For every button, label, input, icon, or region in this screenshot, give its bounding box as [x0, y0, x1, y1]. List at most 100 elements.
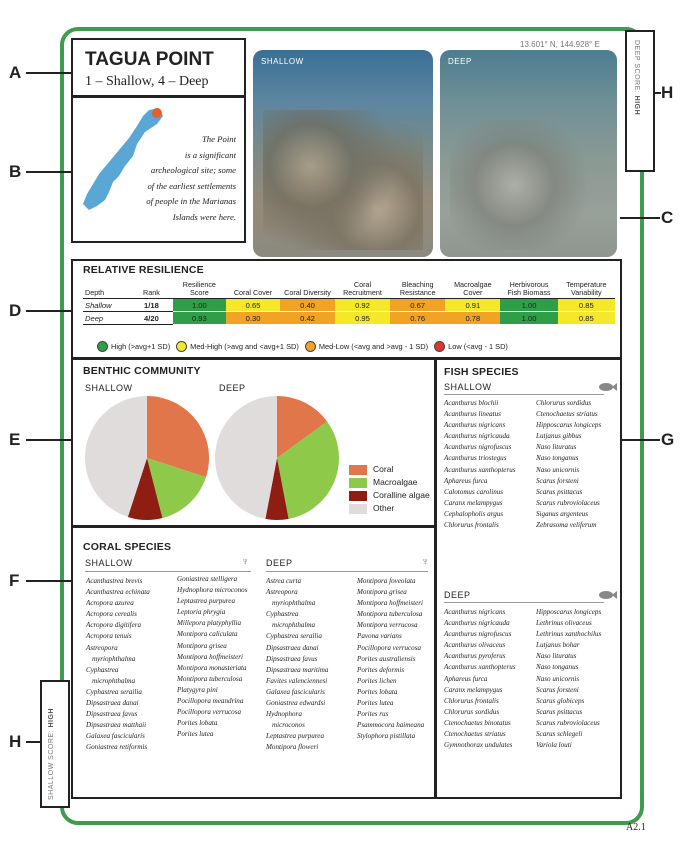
- note-line: The Point: [201, 134, 236, 144]
- label-c: C: [661, 208, 674, 227]
- species-name: Dipsastraea favus: [266, 654, 318, 663]
- species-name: Porites lobata: [357, 687, 398, 696]
- species-name: Acropora digitifera: [86, 621, 142, 630]
- resilience-legend: High (>avg+1 SD) Med-High (>avg and <avg…: [97, 341, 514, 352]
- label-d: D: [9, 301, 22, 320]
- benthic-legend-swatch: [349, 503, 367, 514]
- species-name: Calotomus carolinus: [444, 487, 504, 496]
- species-name: Acanthurus xanthopterus: [444, 465, 516, 474]
- species-name: Pavona varians: [357, 632, 402, 641]
- resilience-row-deep: Deep 4/20 0.93 0.30 0.42 0.95 0.76 0.78 …: [83, 311, 615, 325]
- species-name: Acanthastrea echinata: [86, 588, 150, 597]
- species-name: Acanthurus nigricans: [444, 608, 506, 616]
- pie-slice-coral: [277, 396, 328, 458]
- coral-deep-label: DEEP: [266, 558, 293, 568]
- species-name: Dipsastraea maritima: [266, 665, 329, 674]
- species-name: Scarus psittacus: [536, 487, 583, 496]
- label-a-line: [26, 72, 71, 74]
- species-name: Favites valenciennesi: [266, 676, 328, 685]
- rank-cell: 4/20: [130, 311, 173, 325]
- pie-slice-macroalgae: [147, 458, 206, 519]
- legend-dot: [434, 341, 446, 352]
- pie-slice-coralline-algae: [127, 458, 163, 520]
- green-frame: [60, 27, 644, 825]
- species-name: Millepora platyphyllia: [177, 619, 242, 628]
- site-title: TAGUA POINT: [85, 49, 214, 70]
- col-header: Temperature Variability: [557, 280, 615, 299]
- species-name: Porites lutea: [177, 730, 214, 739]
- species-name: Acanthurus olivaceus: [444, 641, 506, 650]
- species-name: Siganus argenteus: [536, 509, 588, 518]
- species-name: Scarus forsteni: [536, 685, 579, 694]
- species-name: Cyphastrea serailia: [86, 687, 142, 696]
- species-name: Stylophora pistillata: [357, 732, 416, 741]
- map-box: The Point is a significant archeological…: [71, 96, 246, 243]
- species-name: Naso unicornis: [536, 674, 580, 683]
- species-name: Scarus rubroviolaceus: [536, 718, 600, 727]
- species-name: Hipposcarus longiceps: [536, 608, 602, 616]
- fish-shallow-col2: Chlorurus sordidus Ctenochaetus striatus H…: [536, 398, 601, 531]
- coral-deep-col1: Astrea curta Astreopora myriophthalma Cypha…: [266, 576, 328, 754]
- species-name: Acropora tenuis: [86, 632, 132, 641]
- species-name: Astreopora: [86, 643, 118, 652]
- label-d-line: [26, 310, 71, 312]
- shallow-photo: SHALLOW: [253, 50, 433, 257]
- species-name: microphthalma: [272, 621, 316, 630]
- label-e-line: [26, 439, 71, 441]
- species-name: Naso tonganus: [536, 663, 579, 672]
- label-h-deep-line: [653, 92, 661, 94]
- species-name: Montipora monasteriata: [177, 663, 247, 672]
- col-header: Herbivorous Fish Biomass: [500, 280, 558, 299]
- pie-slice-other: [84, 396, 147, 517]
- benthic-deep-label: DEEP: [219, 383, 246, 393]
- species-name: Hipposcarus longiceps: [536, 421, 602, 430]
- species-name: Goniastrea stelligera: [177, 575, 238, 583]
- coral-icon: ♆: [421, 556, 430, 568]
- score-cell: 0.65: [225, 298, 281, 312]
- site-title-box: TAGUA POINT 1 – Shallow, 4 – Deep: [71, 38, 246, 97]
- species-name: Hydnophora microconos: [177, 586, 248, 595]
- site-note: The Point is a significant archeological…: [146, 132, 236, 225]
- score-cell: 0.93: [172, 311, 226, 325]
- legend-dot: [176, 341, 188, 352]
- fish-icon: [599, 591, 617, 599]
- legend-item: Med-High (>avg and <avg+1 SD): [176, 341, 299, 352]
- species-name: Chlorurus frontalis: [444, 696, 499, 705]
- species-name: Montipora tuberculosa: [357, 610, 423, 619]
- benthic-pies: [84, 396, 340, 520]
- species-name: Pocillopora verrucosa: [357, 643, 422, 652]
- species-name: Ctenochaetus striatus: [536, 410, 598, 419]
- score-cell: 0.91: [445, 298, 501, 312]
- col-header: Bleaching Resistance: [390, 280, 446, 299]
- label-c-line: [620, 217, 660, 219]
- score-cell: 0.42: [280, 311, 335, 325]
- species-name: Cyphastrea: [266, 610, 299, 619]
- coral-species-box: CORAL SPECIES SHALLOW ♆ DEEP ♆ Acanthast…: [71, 526, 436, 799]
- label-h-shallow: H: [9, 732, 22, 751]
- pie-slice-coralline-algae: [265, 458, 289, 520]
- score-cell: 1.00: [172, 298, 226, 312]
- fish-title: FISH SPECIES: [444, 366, 519, 378]
- species-name: Porites rus: [357, 710, 389, 719]
- species-name: Lethrinus xanthochilus: [536, 630, 602, 639]
- col-header: Coral Diversity: [280, 280, 335, 299]
- species-name: Porites lobata: [177, 719, 218, 728]
- species-name: Scarus psittacus: [536, 707, 583, 716]
- benthic-title: BENTHIC COMMUNITY: [83, 365, 201, 377]
- shallow-score-value: HIGH: [48, 708, 55, 728]
- shallow-photo-label: SHALLOW: [261, 57, 304, 66]
- legend-item: Low (<avg - 1 SD): [434, 341, 508, 352]
- col-header: Coral Recruitment: [334, 280, 391, 299]
- species-name: Cephalopholis argus: [444, 509, 504, 518]
- score-cell: 0.76: [390, 311, 446, 325]
- note-line: archeological site; some: [150, 165, 236, 175]
- species-name: Acanthurus lineatus: [444, 410, 501, 419]
- species-name: Platygyra pini: [177, 685, 218, 694]
- pie-slice-coral: [147, 396, 209, 478]
- species-name: Porites lichen: [357, 676, 397, 685]
- species-name: Chlorurus sordidus: [536, 399, 592, 407]
- species-name: Astrea curta: [266, 577, 302, 585]
- benthic-box: BENTHIC COMMUNITY SHALLOW DEEP Coral Mac…: [71, 358, 436, 527]
- resilience-box: RELATIVE RESILIENCE Depth Rank Resilienc…: [71, 259, 622, 359]
- fish-icon: [599, 383, 617, 391]
